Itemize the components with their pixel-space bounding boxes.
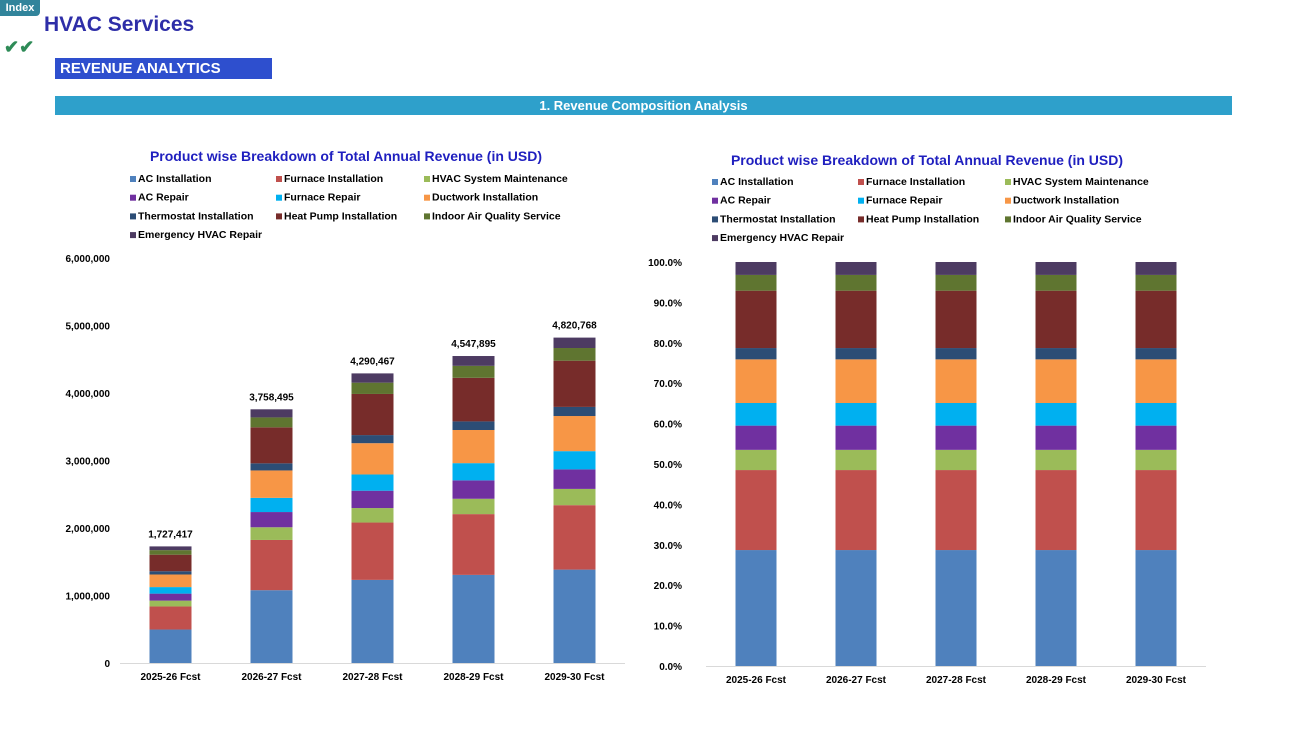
x-tick-label: 2029-30 Fcst (544, 672, 605, 683)
bar-segment (553, 451, 596, 470)
subsection-header: 1. Revenue Composition Analysis (55, 96, 1232, 115)
bar-segment (452, 498, 495, 515)
y-tick-label: 6,000,000 (66, 254, 111, 265)
chart-title: Product wise Breakdown of Total Annual R… (150, 148, 542, 164)
bar-segment (149, 550, 192, 555)
legend-swatch (424, 213, 430, 220)
bar-segment (452, 421, 495, 430)
x-tick-label: 2027-28 Fcst (342, 672, 403, 683)
bar-segment (553, 469, 596, 489)
bar-segment (149, 546, 192, 551)
bar-segment (250, 409, 293, 418)
bar-segment (149, 574, 192, 588)
section-header: REVENUE ANALYTICS (55, 58, 272, 79)
legend-entry: AC Repair (138, 192, 189, 204)
legend-entry: AC Installation (138, 173, 212, 185)
bar-segment (149, 593, 192, 601)
bar-segment (452, 429, 495, 464)
bar-segment (452, 377, 495, 422)
bar-segment (250, 590, 293, 663)
bar-segment (452, 365, 495, 378)
total-data-label: 4,290,467 (350, 356, 395, 367)
bar-segment (351, 579, 394, 663)
bar-segment (250, 463, 293, 471)
y-tick-label: 0 (104, 659, 110, 670)
bar-segment (250, 427, 293, 464)
bar-segment (351, 522, 394, 580)
legend-entry: HVAC System Maintenance (432, 173, 568, 185)
legend-swatch (130, 213, 136, 220)
legend-swatch (276, 194, 282, 201)
legend-swatch (424, 176, 430, 182)
bar-segment (149, 554, 192, 572)
legend-entry: Emergency HVAC Repair (138, 229, 262, 241)
bar-segment (452, 480, 495, 499)
bar-segment (452, 574, 495, 663)
bar-segment (553, 406, 596, 417)
y-tick-label: 4,000,000 (66, 389, 111, 400)
x-tick-label: 2026-27 Fcst (241, 672, 302, 683)
bar-segment (149, 600, 192, 607)
legend-swatch (424, 194, 430, 201)
y-tick-label: 3,000,000 (66, 457, 111, 468)
bar-segment (149, 587, 192, 594)
bar-segment (250, 497, 293, 513)
total-data-label: 4,820,768 (552, 321, 597, 332)
bar-segment (351, 508, 394, 523)
bar-segment (553, 416, 596, 452)
legend-swatch (276, 213, 282, 220)
bar-segment (250, 417, 293, 428)
y-tick-label: 1,000,000 (66, 592, 111, 603)
legend-entry: Heat Pump Installation (284, 210, 397, 222)
bar-segment (149, 606, 192, 630)
bar-segment (553, 348, 596, 361)
legend-swatch (130, 176, 136, 182)
bar-segment (250, 527, 293, 540)
index-button[interactable]: Index (0, 0, 40, 16)
app-title: HVAC Services (44, 13, 195, 36)
x-tick-label: 2028-29 Fcst (443, 672, 504, 683)
legend-swatch (130, 232, 136, 239)
y-tick-label: 2,000,000 (66, 524, 111, 535)
y-tick-label: 5,000,000 (66, 322, 111, 333)
legend-entry: Furnace Repair (284, 192, 360, 204)
bar-segment (351, 490, 394, 509)
bar-segment (553, 488, 596, 506)
bar-segment (351, 393, 394, 436)
bar-segment (452, 514, 495, 575)
legend-swatch (276, 176, 282, 182)
bar-segment (250, 512, 293, 528)
bar-segment (149, 571, 192, 575)
bar-segment (553, 505, 596, 570)
legend-entry: Ductwork Installation (432, 192, 538, 204)
bar-segment (553, 569, 596, 663)
bar-segment (250, 470, 293, 498)
bar-segment (452, 463, 495, 481)
legend-entry: Furnace Installation (284, 173, 383, 185)
bar-segment (149, 629, 192, 663)
bar-segment (351, 474, 394, 491)
total-data-label: 3,758,495 (249, 392, 294, 403)
bar-segment (351, 382, 394, 394)
bar-segment (452, 356, 495, 366)
legend-entry: Thermostat Installation (138, 210, 254, 222)
bar-segment (351, 443, 394, 475)
total-data-label: 1,727,417 (148, 529, 193, 540)
bar-segment (553, 360, 596, 407)
legend-entry: Indoor Air Quality Service (432, 210, 561, 222)
double-check-icon: ✔✔ (4, 37, 35, 57)
legend-swatch (130, 194, 136, 201)
bar-segment (553, 337, 596, 349)
bar-segment (250, 539, 293, 591)
bar-segment (351, 373, 394, 383)
x-tick-label: 2025-26 Fcst (140, 672, 201, 683)
total-data-label: 4,547,895 (451, 339, 496, 350)
bar-segment (351, 435, 394, 444)
